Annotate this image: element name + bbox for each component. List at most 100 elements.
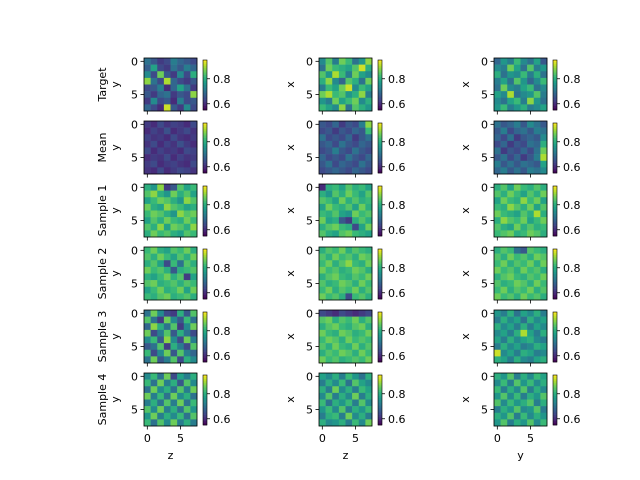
heatmap-cell — [520, 147, 528, 155]
heatmap-cell — [533, 127, 541, 135]
heatmap-cell — [540, 336, 548, 344]
colorbar-segment — [553, 231, 557, 235]
colorbar-segment — [378, 66, 382, 69]
colorbar-frame — [377, 185, 383, 237]
heatmap-cell — [332, 184, 340, 191]
heatmap-cell — [332, 84, 340, 92]
colorbar-segment — [553, 269, 557, 273]
heatmap-cell — [332, 203, 340, 211]
heatmap-cell — [540, 77, 548, 85]
heatmap-cell — [325, 349, 333, 357]
heatmap-cell — [358, 97, 366, 105]
colorbar-segment — [203, 292, 207, 296]
colorbar-segment — [378, 170, 382, 174]
heatmap-cell — [507, 406, 515, 414]
heatmap-cell — [170, 293, 178, 301]
heatmap-cell — [319, 412, 326, 420]
heatmap-cell — [358, 392, 366, 400]
heatmap-cell — [144, 386, 151, 394]
heatmap-cell — [338, 386, 346, 394]
colorbar-segment — [378, 68, 382, 71]
heatmap-cell — [507, 184, 515, 191]
heatmap-cell — [163, 349, 171, 357]
heatmap-cell — [157, 386, 165, 394]
heatmap-cell — [365, 104, 373, 112]
heatmap-cell — [157, 247, 165, 254]
heatmap-cell — [319, 253, 326, 261]
heatmap-cell — [345, 379, 353, 387]
heatmap-cell — [527, 154, 535, 162]
colorbar-segment — [378, 158, 382, 161]
y-tick-label: 5 — [481, 403, 488, 416]
heatmap-cell — [157, 97, 165, 105]
heatmap-cell — [190, 127, 198, 135]
heatmap-cell — [527, 147, 535, 155]
heatmap-cell — [520, 230, 528, 238]
colorbar-segment — [203, 62, 207, 65]
colorbar-segment — [553, 357, 557, 361]
colorbar-segment — [553, 320, 557, 323]
heatmap-cell — [338, 190, 346, 198]
heatmap-cell — [338, 71, 346, 79]
heatmap-cell — [533, 104, 541, 112]
colorbar-segment — [553, 314, 557, 317]
heatmap-cell — [513, 97, 521, 105]
heatmap-cell — [540, 419, 548, 427]
heatmap-cell — [157, 266, 165, 274]
heatmap-cell — [365, 412, 373, 420]
heatmap-cell — [332, 190, 340, 198]
colorbar-segment — [378, 70, 382, 73]
heatmap-cell — [345, 160, 353, 168]
heatmap-cell — [365, 197, 373, 205]
heatmap-cell — [157, 104, 165, 112]
colorbar-segment — [553, 170, 557, 174]
heatmap-cell — [163, 190, 171, 198]
heatmap-cell — [163, 356, 171, 364]
heatmap-cell — [163, 91, 171, 99]
y-tick-label: 5 — [306, 277, 313, 290]
colorbar-segment — [203, 208, 207, 212]
heatmap-cell — [494, 210, 501, 218]
heatmap-cell — [332, 64, 340, 72]
heatmap-cell — [494, 71, 501, 79]
heatmap-cell — [163, 336, 171, 344]
heatmap-cell — [494, 134, 501, 142]
heatmap-cell — [494, 127, 501, 135]
colorbar-segment — [553, 257, 557, 260]
heatmap-cell — [520, 160, 528, 168]
colorbar-segment — [203, 294, 207, 298]
heatmap-cell — [533, 286, 541, 294]
heatmap-cell — [513, 399, 521, 407]
heatmap-cell — [325, 336, 333, 344]
heatmap-cell — [183, 104, 191, 112]
colorbar-segment — [553, 74, 557, 77]
heatmap-cell — [144, 134, 151, 142]
colorbar-segment — [553, 393, 557, 397]
colorbar-segment — [203, 227, 207, 231]
heatmap-cell — [540, 154, 548, 162]
y-tick-label: 5 — [481, 277, 488, 290]
colorbar-segment — [203, 103, 207, 107]
heatmap-cell — [365, 154, 373, 162]
heatmap-cell — [144, 316, 151, 324]
heatmap-cell — [177, 399, 185, 407]
colorbar-segment — [378, 217, 382, 220]
axes-frame — [493, 372, 548, 427]
heatmap-cell — [177, 386, 185, 394]
colorbar-segment — [203, 166, 207, 170]
heatmap-cell — [352, 190, 360, 198]
heatmap-cell — [365, 280, 373, 288]
heatmap-cell — [533, 121, 541, 128]
colorbar-segment — [203, 410, 207, 413]
colorbar-segment — [203, 276, 207, 279]
heatmap-cell — [520, 329, 528, 337]
heatmap-cell — [183, 121, 191, 128]
heatmap-cell — [540, 230, 548, 238]
heatmap-cell — [319, 356, 326, 364]
x-tick-label: 5 — [352, 432, 359, 445]
heatmap-cell — [163, 203, 171, 211]
heatmap-cell — [157, 184, 165, 191]
heatmap-cell — [190, 203, 198, 211]
heatmap-cell — [507, 280, 515, 288]
heatmap-cell — [150, 217, 158, 225]
